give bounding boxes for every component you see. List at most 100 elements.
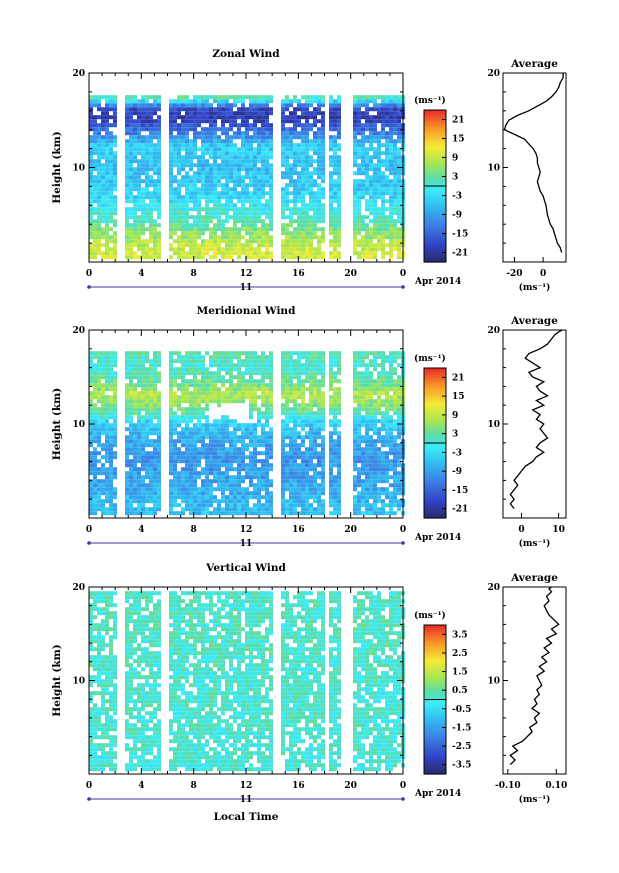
heatmap-cell bbox=[301, 435, 305, 440]
heatmap-cell bbox=[369, 183, 373, 188]
heatmap-cell bbox=[169, 399, 173, 404]
heatmap-cell bbox=[261, 131, 265, 136]
heatmap-cell bbox=[109, 139, 113, 144]
heatmap-cell bbox=[101, 191, 105, 196]
heatmap-cell bbox=[317, 211, 321, 216]
heatmap-cell bbox=[393, 175, 397, 180]
colorbar-tick-label: -21 bbox=[452, 249, 468, 259]
heatmap-cell bbox=[201, 223, 205, 228]
heatmap-cell bbox=[169, 203, 173, 208]
heatmap-cell bbox=[377, 383, 381, 388]
heatmap-cell bbox=[337, 147, 341, 152]
heatmap-cell bbox=[109, 143, 113, 148]
heatmap-cell bbox=[285, 255, 289, 260]
heatmap-cell bbox=[217, 503, 221, 508]
heatmap-cell bbox=[201, 455, 205, 460]
heatmap-cell bbox=[281, 243, 285, 248]
heatmap-cell bbox=[169, 111, 173, 116]
heatmap-cell bbox=[357, 111, 361, 116]
heatmap-cell bbox=[293, 247, 297, 252]
heatmap-cell bbox=[145, 95, 149, 100]
heatmap-cell bbox=[285, 231, 289, 236]
heatmap-cell bbox=[153, 103, 157, 108]
heatmap-cell bbox=[285, 99, 289, 104]
heatmap-cell bbox=[253, 447, 257, 452]
heatmap-cell bbox=[353, 195, 357, 200]
heatmap-cell bbox=[253, 467, 257, 472]
heatmap-cell bbox=[153, 159, 157, 164]
heatmap-cell bbox=[157, 199, 161, 204]
heatmap-cell bbox=[317, 139, 321, 144]
heatmap-cell bbox=[397, 179, 401, 184]
heatmap-cell bbox=[193, 447, 197, 452]
heatmap-cell bbox=[373, 227, 377, 232]
heatmap-cell bbox=[313, 131, 317, 136]
heatmap-cell bbox=[293, 483, 297, 488]
heatmap-cell bbox=[221, 223, 225, 228]
heatmap-cell bbox=[105, 151, 109, 156]
heatmap-cell bbox=[113, 503, 117, 508]
heatmap-cell bbox=[209, 399, 213, 404]
heatmap-cell bbox=[321, 419, 325, 424]
heatmap-cell bbox=[353, 119, 357, 124]
heatmap-cell bbox=[173, 379, 177, 384]
heatmap-cell bbox=[113, 179, 117, 184]
heatmap-cell bbox=[305, 219, 309, 224]
heatmap-cell bbox=[249, 399, 253, 404]
heatmap-cell bbox=[261, 187, 265, 192]
heatmap-cell bbox=[269, 95, 273, 100]
heatmap-cell bbox=[377, 171, 381, 176]
heatmap-cell bbox=[201, 383, 205, 388]
heatmap-cell bbox=[89, 119, 93, 124]
heatmap-cell bbox=[185, 419, 189, 424]
heatmap-cell bbox=[133, 151, 137, 156]
heatmap-cell bbox=[241, 443, 245, 448]
heatmap-cell bbox=[381, 151, 385, 156]
heatmap-cell bbox=[133, 203, 137, 208]
heatmap-cell bbox=[313, 247, 317, 252]
heatmap-cell bbox=[293, 459, 297, 464]
heatmap-cell bbox=[209, 115, 213, 120]
heatmap-cell bbox=[153, 407, 157, 412]
heatmap-cell bbox=[281, 147, 285, 152]
heatmap-cell bbox=[169, 471, 173, 476]
heatmap-cell bbox=[181, 479, 185, 484]
heatmap-cell bbox=[225, 359, 229, 364]
heatmap-cell bbox=[321, 111, 325, 116]
heatmap-cell bbox=[301, 363, 305, 368]
heatmap-cell bbox=[133, 111, 137, 116]
heatmap-cell bbox=[145, 395, 149, 400]
heatmap-cell bbox=[333, 251, 337, 256]
heatmap-cell bbox=[333, 491, 337, 496]
heatmap-cell bbox=[137, 439, 141, 444]
heatmap-cell bbox=[177, 375, 181, 380]
heatmap-cell bbox=[233, 251, 237, 256]
heatmap-cell bbox=[289, 487, 293, 492]
heatmap-cell bbox=[297, 187, 301, 192]
heatmap-cell bbox=[297, 447, 301, 452]
heatmap-cell bbox=[141, 475, 145, 480]
heatmap-cell bbox=[169, 187, 173, 192]
heatmap-cell bbox=[309, 451, 313, 456]
heatmap-cell bbox=[365, 159, 369, 164]
heatmap-cell bbox=[89, 155, 93, 160]
heatmap-cell bbox=[333, 115, 337, 120]
heatmap-cell bbox=[361, 423, 365, 428]
heatmap-cell bbox=[153, 143, 157, 148]
heatmap-cell bbox=[129, 423, 133, 428]
heatmap-cell bbox=[373, 475, 377, 480]
heatmap-cell bbox=[145, 163, 149, 168]
heatmap-cell bbox=[129, 235, 133, 240]
heatmap-cell bbox=[353, 383, 357, 388]
heatmap-cell bbox=[241, 215, 245, 220]
heatmap-cell bbox=[217, 147, 221, 152]
heatmap-cell bbox=[269, 395, 273, 400]
heatmap-cell bbox=[289, 503, 293, 508]
heatmap-cell bbox=[389, 95, 393, 100]
heatmap-cell bbox=[361, 163, 365, 168]
heatmap-cell bbox=[269, 439, 273, 444]
heatmap-cell bbox=[129, 447, 133, 452]
heatmap-cell bbox=[177, 107, 181, 112]
heatmap-cell bbox=[197, 199, 201, 204]
heatmap-cell bbox=[245, 471, 249, 476]
